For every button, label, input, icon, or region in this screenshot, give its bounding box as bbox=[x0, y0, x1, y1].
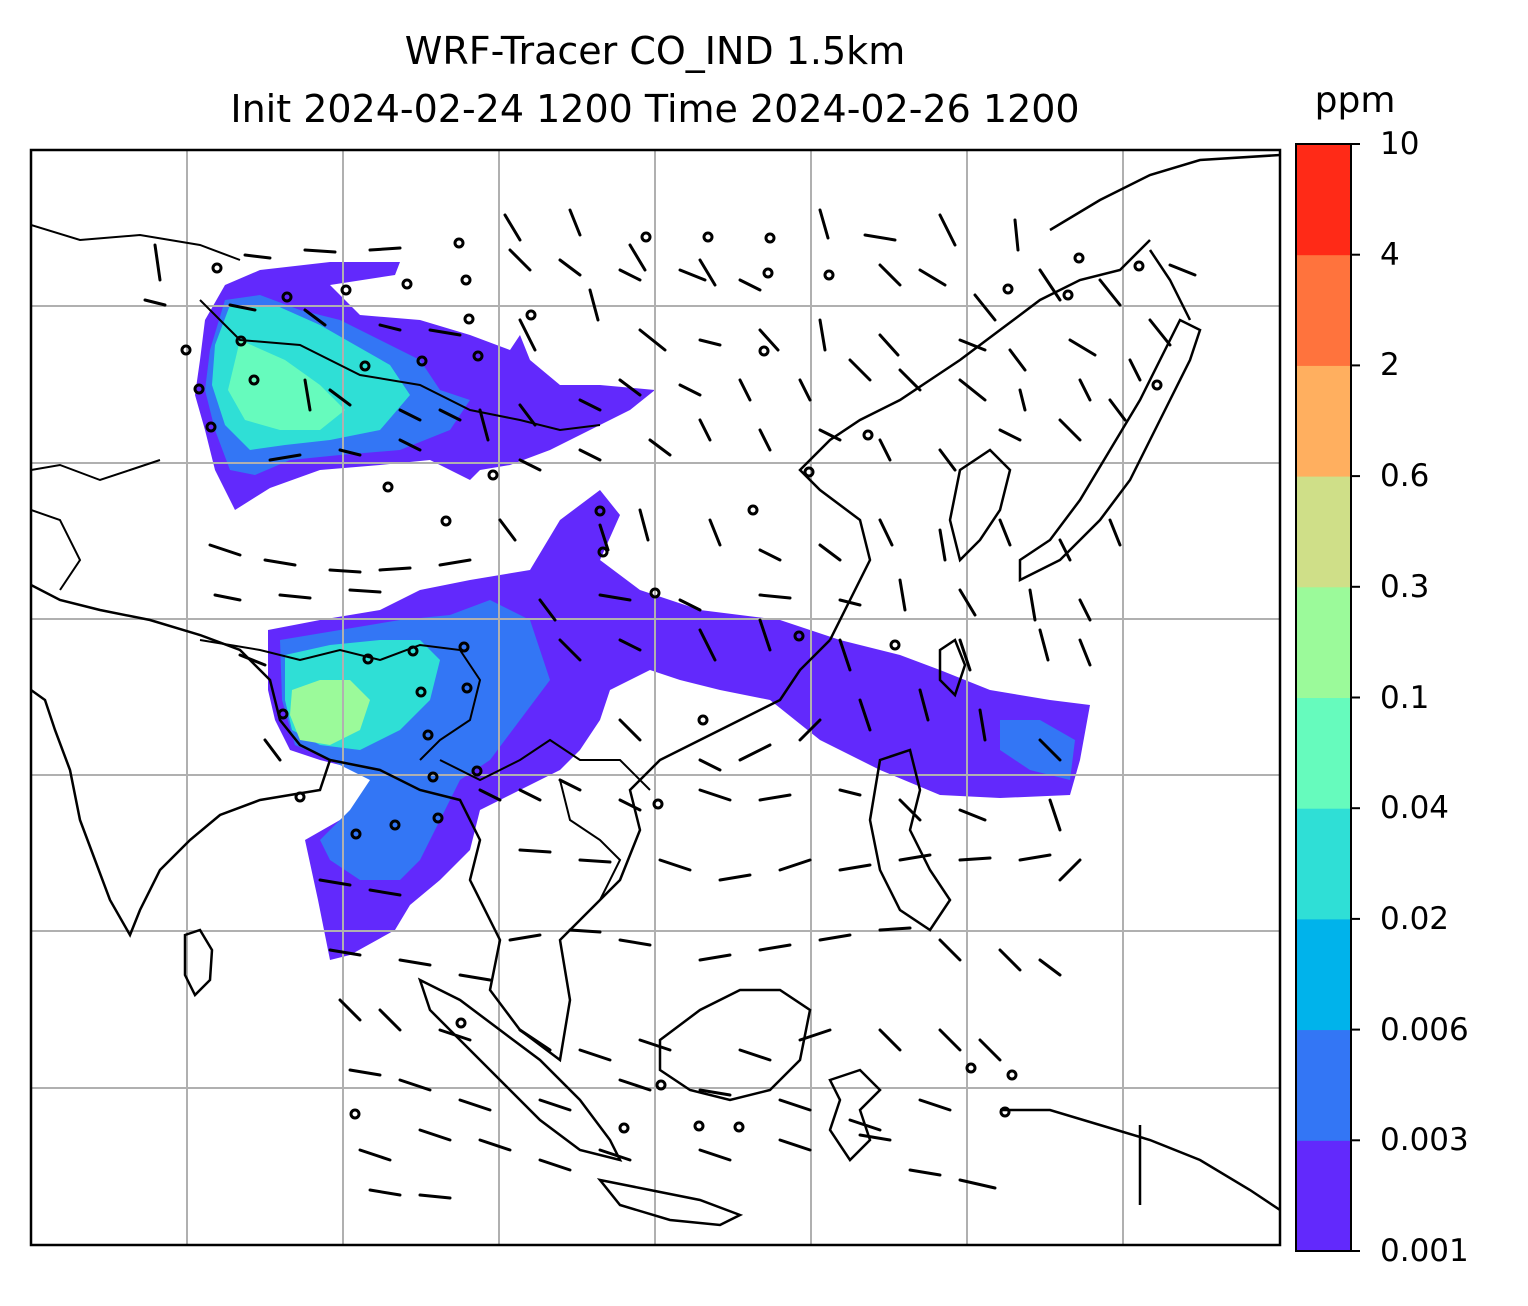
coast-new-guinea bbox=[1000, 1108, 1280, 1212]
colorbar-segment bbox=[1296, 254, 1351, 366]
country-borders bbox=[31, 224, 651, 901]
map-frame bbox=[29, 148, 1282, 1247]
coast-indian-subcontinent bbox=[31, 583, 332, 938]
colorbar-segment bbox=[1296, 144, 1351, 256]
wind-barbs bbox=[143, 208, 1197, 1200]
colorbar-tick-label: 0.6 bbox=[1380, 458, 1430, 495]
map-title-line1: WRF-Tracer CO_IND 1.5km bbox=[404, 29, 906, 73]
colorbar-segment bbox=[1296, 808, 1351, 920]
coast-borneo bbox=[658, 988, 812, 1102]
calm-circles bbox=[180, 231, 1163, 1134]
coast-china-east bbox=[798, 239, 1151, 641]
coast-java bbox=[596, 1178, 744, 1227]
coast-russia-far-east bbox=[1049, 153, 1280, 321]
colorbar-tick-label: 0.006 bbox=[1380, 1011, 1469, 1048]
colorbar-segment bbox=[1296, 918, 1351, 1031]
colorbar bbox=[1295, 143, 1360, 1252]
coast-sri-lanka bbox=[183, 928, 214, 998]
tracer-field bbox=[195, 262, 1090, 960]
colorbar-tick-label: 0.02 bbox=[1380, 900, 1450, 937]
colorbar-segment bbox=[1296, 586, 1351, 698]
coast-mainland-se-asia bbox=[329, 639, 831, 1063]
coast-philippines bbox=[868, 748, 952, 932]
coast-sumatra bbox=[417, 977, 623, 1162]
colorbar-segment bbox=[1296, 476, 1351, 588]
coast-sulawesi bbox=[828, 1068, 882, 1162]
tracer-plume-central-high bbox=[290, 680, 370, 745]
colorbar-tick-label: 0.3 bbox=[1380, 568, 1430, 605]
coast-korea bbox=[948, 448, 1012, 563]
colorbar-tick-label: 0.04 bbox=[1380, 790, 1450, 827]
colorbar-tick-label: 2 bbox=[1380, 347, 1400, 384]
colorbar-tick-label: 0.001 bbox=[1380, 1233, 1469, 1269]
coastlines bbox=[31, 153, 1280, 1227]
coast-japan bbox=[1018, 318, 1202, 583]
colorbar-tick-label: 10 bbox=[1380, 126, 1420, 162]
tracer-plume-east-core bbox=[1000, 720, 1075, 780]
map-title-line2: Init 2024-02-24 1200 Time 2024-02-26 120… bbox=[230, 87, 1080, 131]
colorbar-segment bbox=[1296, 697, 1351, 809]
colorbar-segment bbox=[1296, 365, 1351, 477]
colorbar-tick-label: 0.003 bbox=[1380, 1122, 1469, 1159]
colorbar-unit: ppm bbox=[1314, 80, 1396, 121]
colorbar-segment bbox=[1296, 1140, 1351, 1252]
tracer-plume-north-high bbox=[228, 340, 345, 430]
colorbar-tick-label: 0.1 bbox=[1380, 679, 1430, 716]
colorbar-tick-label: 4 bbox=[1380, 236, 1400, 273]
colorbar-segment bbox=[1296, 1029, 1351, 1141]
coast-taiwan bbox=[938, 638, 967, 698]
